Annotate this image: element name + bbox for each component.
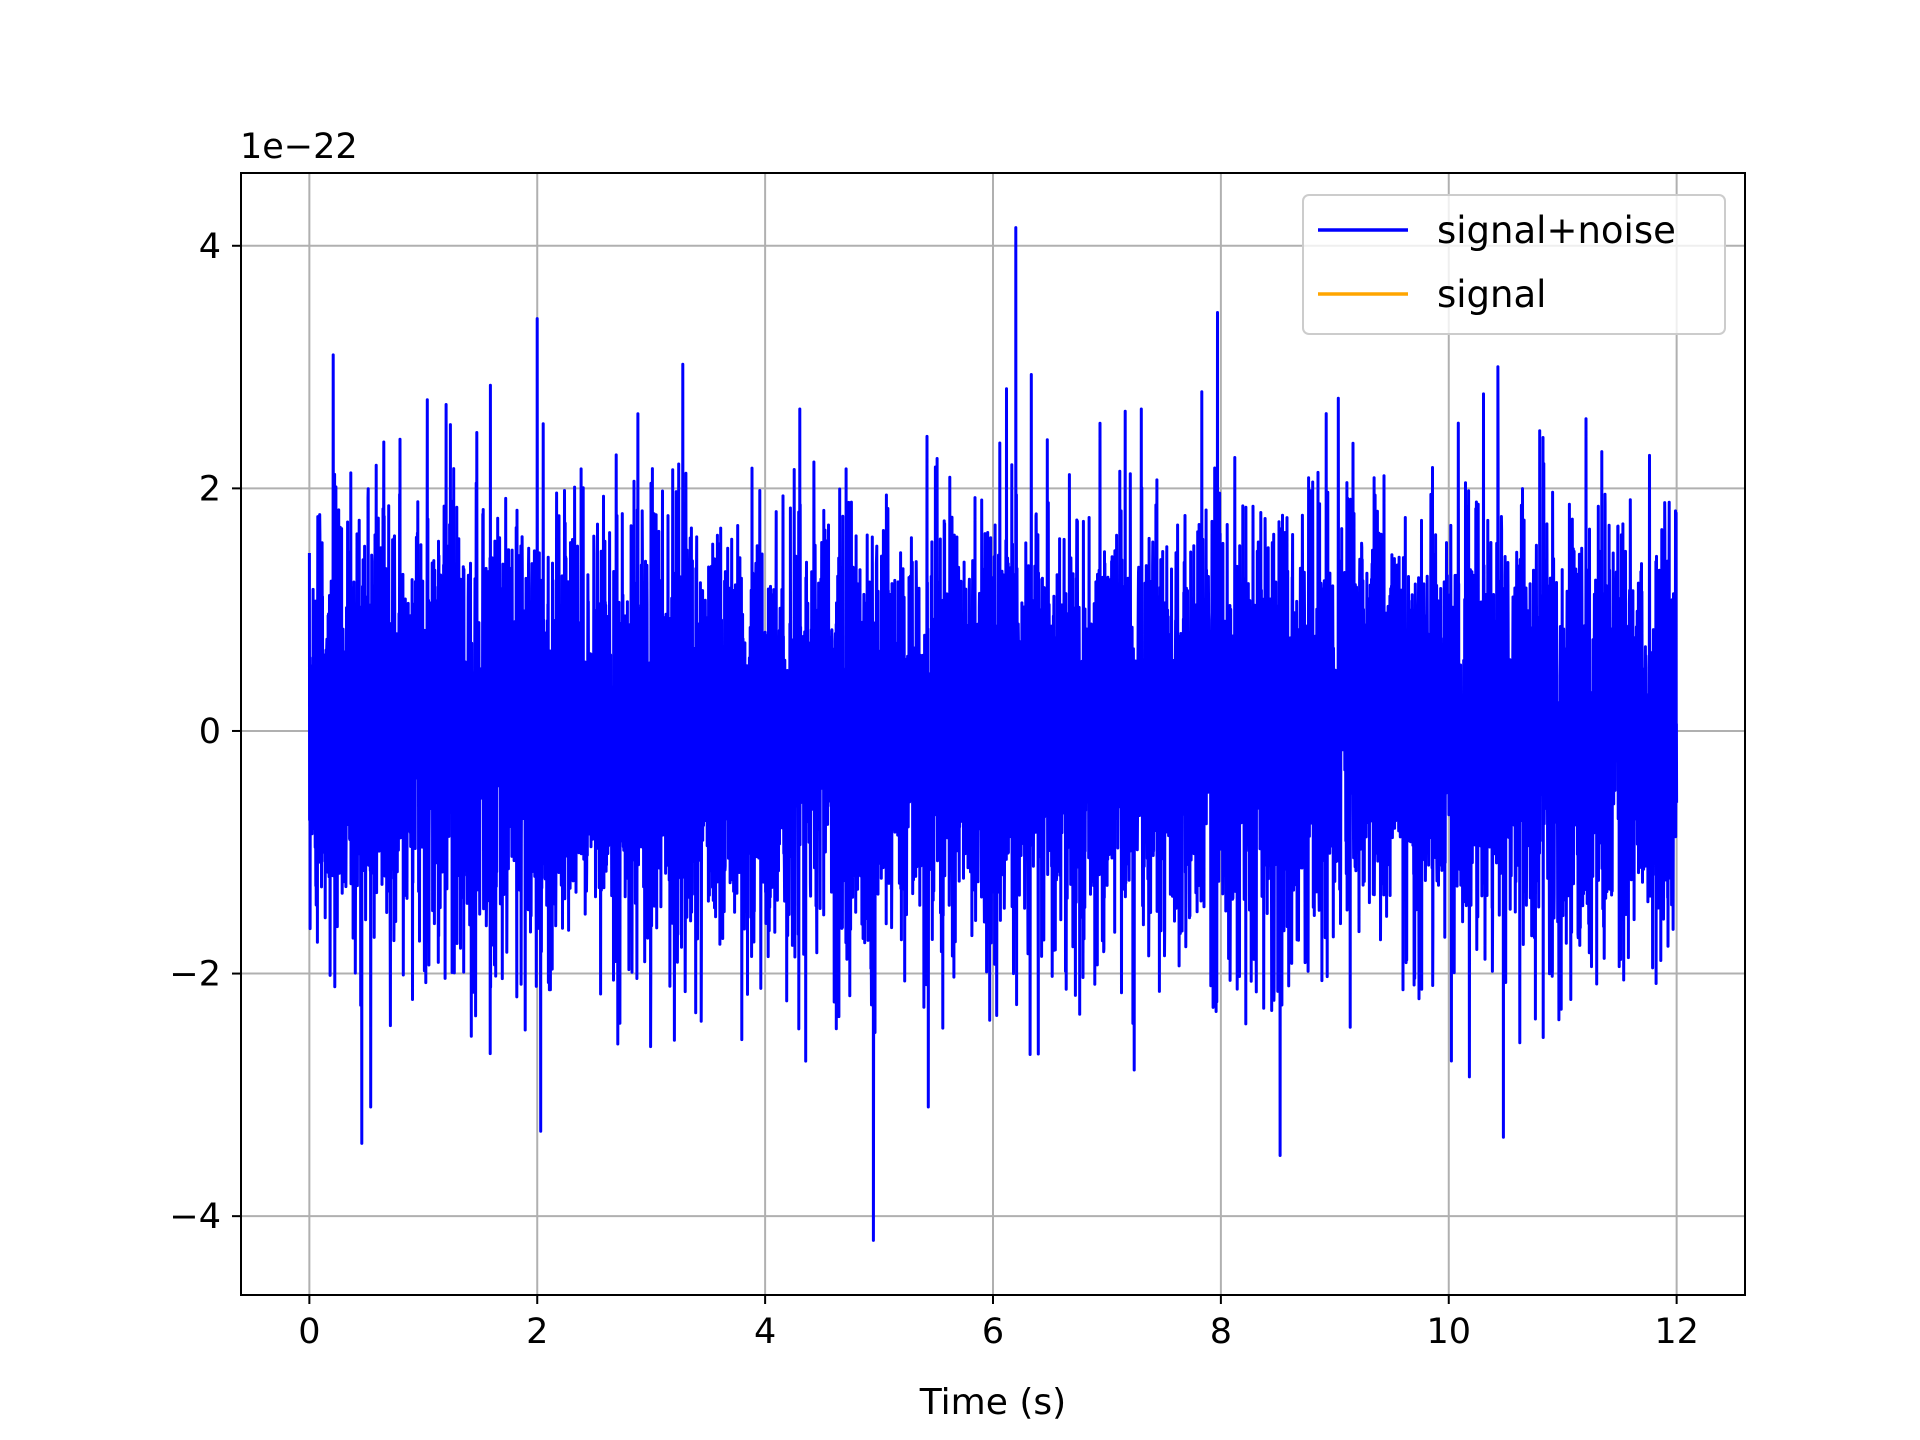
series-layer [307,226,1679,1242]
x-tick-label: 6 [982,1312,1004,1352]
legend-label-signal-noise: signal+noise [1437,209,1676,252]
x-tick-label: 10 [1426,1312,1471,1352]
x-tick-label: 2 [526,1312,548,1352]
x-tick-label: 8 [1210,1312,1232,1352]
x-tick-label: 12 [1654,1312,1699,1352]
x-tick-label: 4 [754,1312,776,1352]
y-tick-label: −2 [169,955,221,995]
y-tick-label: 0 [199,712,221,752]
y-tick-label: −4 [169,1197,221,1237]
y-offset-label: 1e−22 [240,127,358,167]
y-tick-label: 2 [199,469,221,509]
legend: signal+noise signal [1302,194,1726,335]
legend-box [1302,194,1726,335]
x-tick-label: 0 [298,1312,320,1352]
axis-ticks: 0 2 4 6 8 10 12 −4 −2 0 2 4 [169,227,1699,1352]
legend-label-signal: signal [1437,273,1546,316]
y-tick-label: 4 [199,227,221,267]
series-line-signal-noise [307,226,1679,1242]
x-axis-label: Time (s) [919,1382,1066,1423]
